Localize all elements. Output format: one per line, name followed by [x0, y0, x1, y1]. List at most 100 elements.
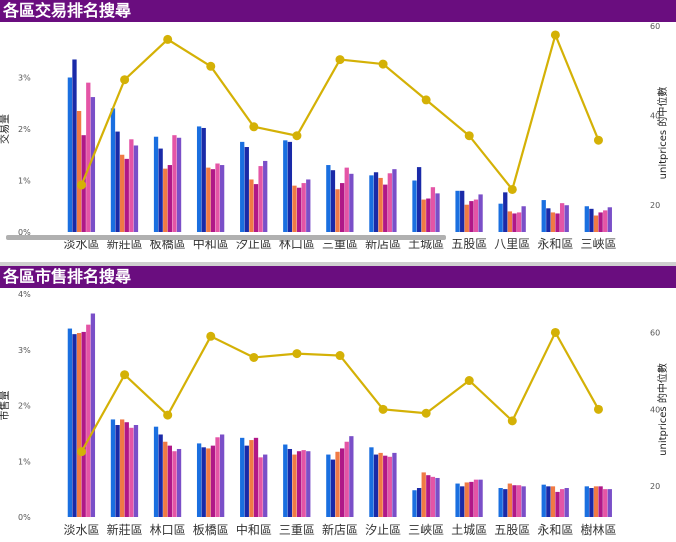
bar[interactable]: [589, 208, 594, 232]
bar[interactable]: [215, 163, 220, 232]
line-point[interactable]: [464, 376, 474, 386]
bar[interactable]: [344, 167, 349, 232]
bar[interactable]: [426, 475, 431, 517]
line-point[interactable]: [550, 327, 560, 337]
bar[interactable]: [369, 175, 374, 232]
bar[interactable]: [90, 97, 96, 232]
bar[interactable]: [455, 190, 460, 232]
bar[interactable]: [392, 452, 397, 517]
bar[interactable]: [584, 206, 589, 232]
bar[interactable]: [201, 127, 206, 232]
bar[interactable]: [589, 488, 594, 517]
bar[interactable]: [172, 135, 177, 232]
bar[interactable]: [473, 199, 479, 232]
bar[interactable]: [110, 108, 116, 232]
bar[interactable]: [349, 173, 354, 232]
bar[interactable]: [210, 445, 216, 517]
bar[interactable]: [498, 488, 503, 517]
bar[interactable]: [115, 425, 120, 517]
bar[interactable]: [559, 489, 565, 517]
bar[interactable]: [344, 441, 349, 517]
bar[interactable]: [412, 180, 417, 233]
bar[interactable]: [67, 328, 73, 517]
line-point[interactable]: [163, 410, 173, 420]
line-point[interactable]: [593, 135, 603, 145]
bar[interactable]: [598, 486, 603, 517]
bar[interactable]: [163, 168, 168, 232]
bar[interactable]: [90, 313, 96, 517]
bar[interactable]: [287, 141, 293, 232]
bar[interactable]: [133, 145, 139, 232]
bar[interactable]: [478, 479, 483, 517]
bar[interactable]: [421, 472, 426, 517]
bar[interactable]: [172, 451, 177, 517]
bar[interactable]: [158, 434, 163, 517]
bar[interactable]: [292, 454, 297, 517]
bar[interactable]: [215, 437, 220, 517]
line-point[interactable]: [507, 416, 517, 426]
bar[interactable]: [263, 454, 268, 517]
bar[interactable]: [340, 183, 345, 232]
bar[interactable]: [206, 448, 211, 517]
bar[interactable]: [392, 169, 397, 232]
line-point[interactable]: [421, 95, 431, 105]
bar[interactable]: [512, 213, 517, 232]
bar[interactable]: [129, 139, 134, 232]
bar[interactable]: [430, 187, 436, 232]
bar[interactable]: [133, 425, 139, 517]
bar[interactable]: [176, 137, 182, 232]
line-point[interactable]: [77, 447, 87, 457]
bar[interactable]: [292, 185, 297, 232]
bar[interactable]: [167, 445, 172, 517]
bar[interactable]: [115, 131, 120, 232]
bar[interactable]: [72, 59, 77, 232]
bar[interactable]: [593, 486, 599, 517]
bar[interactable]: [426, 198, 431, 232]
bar[interactable]: [464, 482, 469, 517]
bar[interactable]: [369, 447, 374, 517]
bar[interactable]: [469, 481, 474, 517]
bar[interactable]: [378, 177, 383, 232]
bar[interactable]: [421, 199, 426, 232]
bar[interactable]: [124, 158, 129, 232]
line-point[interactable]: [421, 408, 431, 418]
line-point[interactable]: [593, 404, 603, 414]
bar[interactable]: [541, 200, 546, 232]
bar[interactable]: [416, 488, 422, 517]
bar[interactable]: [176, 448, 182, 517]
bar[interactable]: [263, 160, 268, 232]
line-point[interactable]: [378, 59, 388, 69]
horizontal-scrollbar[interactable]: [6, 235, 446, 240]
line-point[interactable]: [550, 30, 560, 40]
bar[interactable]: [373, 172, 379, 232]
line-point[interactable]: [507, 184, 517, 194]
line-point[interactable]: [249, 352, 259, 362]
line-point[interactable]: [292, 349, 302, 359]
bar[interactable]: [124, 422, 129, 517]
bar[interactable]: [469, 201, 474, 232]
bar[interactable]: [296, 187, 302, 232]
bar[interactable]: [546, 486, 551, 517]
bar[interactable]: [503, 192, 508, 232]
bar[interactable]: [378, 452, 383, 517]
bar[interactable]: [163, 441, 168, 517]
bar[interactable]: [258, 166, 263, 232]
bar[interactable]: [306, 179, 311, 232]
bar[interactable]: [120, 154, 125, 232]
bar[interactable]: [555, 491, 560, 517]
bar[interactable]: [435, 193, 440, 232]
bar[interactable]: [76, 333, 82, 517]
line-point[interactable]: [335, 55, 345, 65]
bar[interactable]: [349, 436, 354, 517]
bar[interactable]: [287, 448, 293, 517]
line-point[interactable]: [335, 351, 345, 361]
bar[interactable]: [564, 205, 569, 232]
bar[interactable]: [498, 203, 503, 232]
bar[interactable]: [383, 455, 388, 517]
bar[interactable]: [607, 207, 612, 232]
line-point[interactable]: [378, 404, 388, 414]
bar[interactable]: [516, 485, 522, 517]
bar[interactable]: [455, 483, 460, 517]
